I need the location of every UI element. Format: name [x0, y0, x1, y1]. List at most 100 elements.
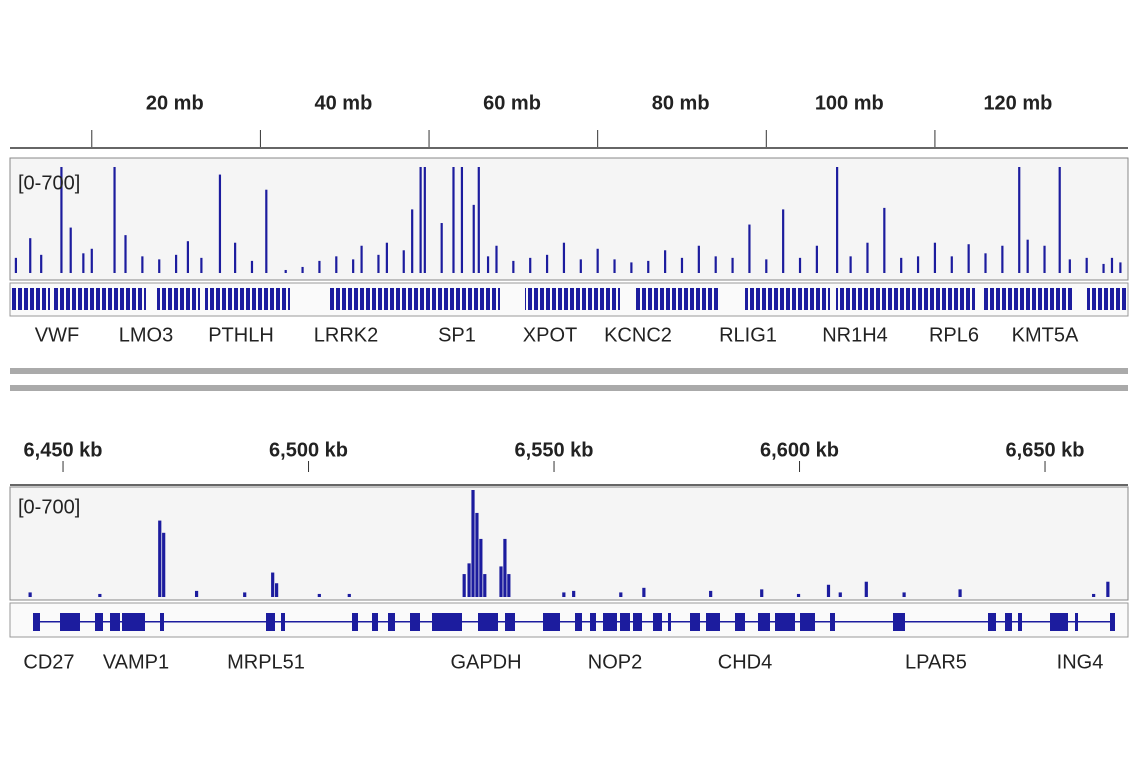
gene-label: VAMP1 [103, 651, 169, 673]
coverage-bar [709, 590, 713, 597]
x-tick-label: 6,600 kb [760, 439, 839, 461]
x-tick-label: 120 mb [983, 92, 1052, 114]
coverage-bar [250, 260, 254, 273]
coverage-bar [472, 204, 475, 273]
coverage-bar [28, 592, 32, 597]
coverage-bar [596, 248, 599, 273]
gene-label: NOP2 [588, 651, 642, 673]
gene-label: KMT5A [1012, 324, 1079, 346]
x-tick-label: 6,450 kb [24, 439, 103, 461]
coverage-bar [113, 167, 116, 273]
coverage-bar [1058, 167, 1061, 273]
gene-labels: CD27 VAMP1 MRPL51 GAPDH NOP2 CHD4 LPAR5 … [23, 651, 1103, 673]
track-frame [9, 157, 1129, 281]
x-tick-label: 6,500 kb [269, 439, 348, 461]
coverage-bar [377, 254, 380, 273]
coverage-bar [1106, 581, 1110, 597]
coverage-bar [411, 209, 414, 273]
coverage-bar [275, 583, 279, 597]
coverage-bar [234, 242, 237, 273]
coverage-bar [866, 242, 869, 273]
coverage-bar [218, 174, 222, 273]
coverage-bar [477, 167, 480, 273]
gene-label: SP1 [438, 324, 476, 346]
coverage-bar [467, 563, 471, 597]
coverage-bar [284, 269, 287, 273]
gene-label: GAPDH [450, 651, 521, 673]
coverage-bar [141, 256, 144, 273]
gene-label: VWF [35, 324, 79, 346]
gene-label: XPOT [523, 324, 577, 346]
coverage-bar [883, 207, 886, 273]
x-tick-label: 6,550 kb [515, 439, 594, 461]
coverage-bar [460, 167, 464, 273]
coverage-bar [360, 245, 363, 273]
coverage-bar [385, 242, 388, 273]
coverage-bar [950, 256, 953, 273]
coverage-bar [916, 256, 920, 273]
coverage-bar [765, 259, 768, 273]
coverage-bar [1068, 259, 1071, 273]
exon-blocks [33, 613, 1115, 631]
x-tick-label: 40 mb [315, 92, 373, 114]
coverage-bar [90, 248, 93, 273]
coverage-bar [1119, 262, 1122, 273]
coverage-bar [826, 584, 831, 597]
coverage-bar [1001, 245, 1004, 273]
coverage-bar [529, 257, 532, 273]
coverage-bar [1102, 263, 1105, 273]
coverage-bar [483, 574, 487, 597]
coverage-bar [849, 256, 852, 273]
gene-labels: VWF LMO3 PTHLH LRRK2 SP1 XPOT KCNC2 RLIG… [35, 324, 1079, 346]
feature-frame [9, 602, 1129, 638]
divider [10, 385, 1128, 391]
gene-label: MRPL51 [227, 651, 305, 673]
coverage-bar [1043, 245, 1046, 273]
coverage-bar [503, 538, 507, 597]
gene-label: KCNC2 [604, 324, 672, 346]
coverage-bar [317, 593, 321, 597]
coverage-bar [864, 581, 868, 597]
coverage-bar [731, 257, 734, 273]
coverage-bar [14, 257, 18, 273]
coverage-bar [572, 590, 576, 597]
coverage-bar [352, 259, 355, 273]
coverage-bar [933, 242, 937, 273]
coverage-bar [798, 257, 802, 273]
x-tick-label: 80 mb [652, 92, 710, 114]
coverage-bar [714, 256, 717, 273]
coverage-bar [471, 490, 475, 597]
coverage-bar [760, 589, 764, 597]
coverage-bar [194, 590, 199, 597]
coverage-bar [402, 250, 405, 273]
x-tick-label: 60 mb [483, 92, 541, 114]
coverage-bar [40, 254, 43, 273]
coverage-bar [124, 235, 127, 273]
coverage-bar [318, 260, 321, 273]
coverage-bar [82, 253, 85, 273]
gene-label: PTHLH [208, 324, 274, 346]
coverage-bar [680, 257, 684, 273]
coverage-bar [475, 512, 479, 597]
coverage-bar [200, 257, 203, 273]
coverage-bar [158, 259, 161, 273]
coverage-bar [958, 589, 962, 597]
coverage-bar [265, 189, 268, 273]
coverage-bar [507, 574, 511, 597]
coverage-bar [796, 593, 801, 597]
coverage-bar [642, 587, 646, 597]
gene-label: CHD4 [718, 651, 772, 673]
gene-label: LRRK2 [314, 324, 378, 346]
x-tick-label: 100 mb [815, 92, 884, 114]
coverage-bar [902, 592, 906, 597]
coverage-bar [271, 572, 275, 597]
gene-label: NR1H4 [822, 324, 888, 346]
coverage-bar [900, 257, 903, 273]
coverage-bar [562, 242, 566, 273]
coverage-bar [486, 256, 490, 273]
coverage-bar [60, 167, 63, 273]
coverage-bar [512, 260, 515, 273]
coverage-bar [1085, 257, 1088, 273]
coverage-bar [984, 253, 987, 273]
